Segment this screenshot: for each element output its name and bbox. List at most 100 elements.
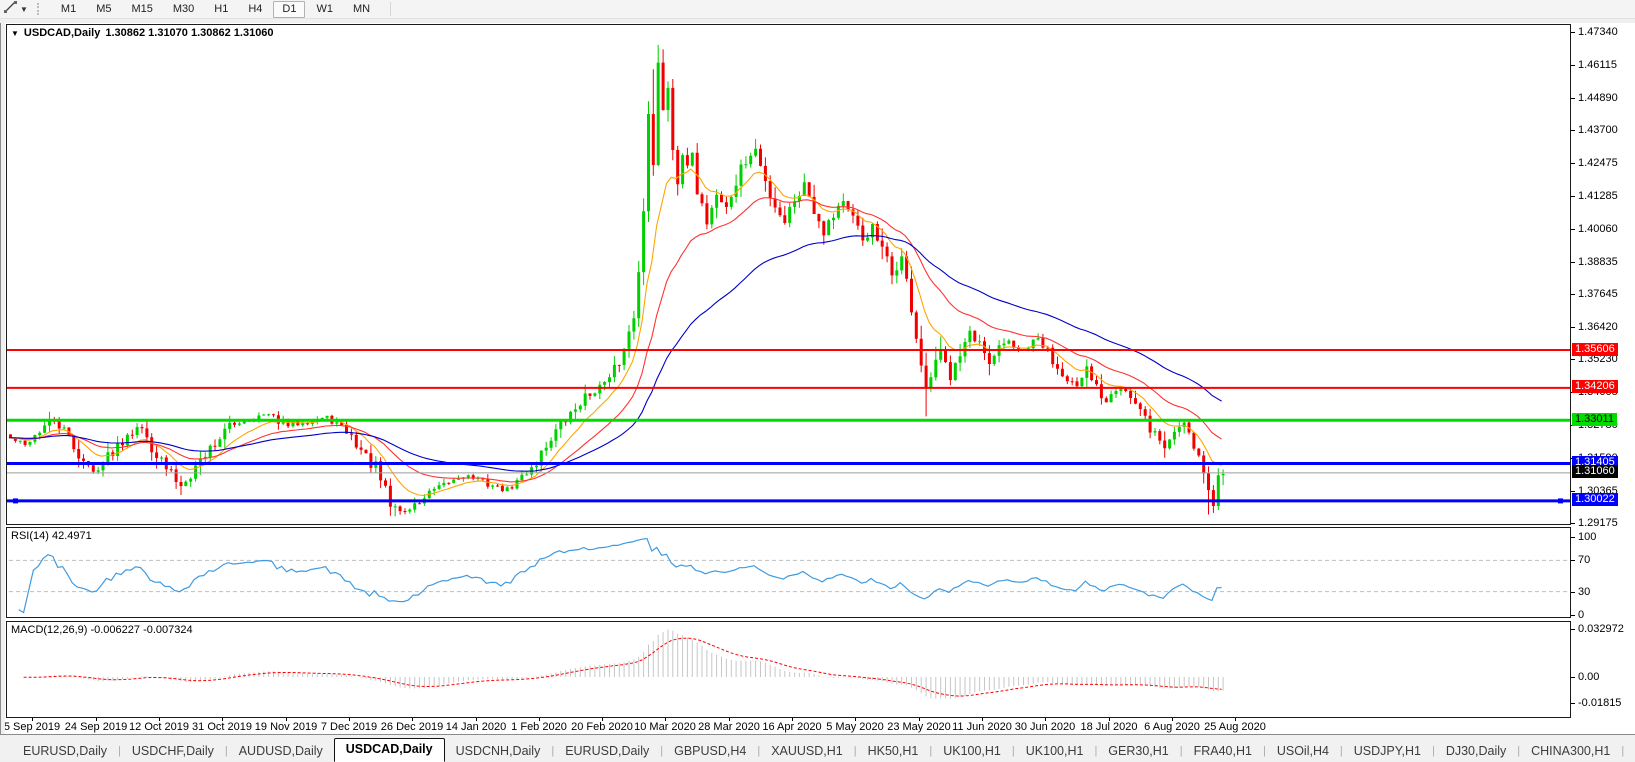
date-tick-label: 31 Oct 2019 [192, 721, 252, 733]
price-tick-label: -0.01815 [1578, 697, 1622, 709]
axis-tick-mark [1571, 359, 1575, 360]
price-tick-label: 100 [1578, 531, 1597, 543]
price-tick-label: 1.29175 [1578, 517, 1618, 529]
tab-separator: | [660, 745, 664, 757]
date-tick-label: 1 Feb 2020 [511, 721, 567, 733]
date-tick-mark [855, 718, 856, 721]
timeframe-button-W1[interactable]: W1 [316, 2, 333, 15]
macd-canvas[interactable] [7, 622, 1570, 717]
date-tick-label: 5 Sep 2019 [5, 721, 61, 733]
chart-tab-usdchf-daily[interactable]: USDCHF,Daily [131, 744, 214, 758]
date-tick-mark [729, 718, 730, 721]
chart-tab-gbpusd-h4[interactable]: GBPUSD,H4 [674, 744, 747, 758]
collapse-triangle-icon[interactable]: ▼ [11, 28, 19, 38]
date-tick-label: 11 Jun 2020 [952, 721, 1012, 733]
chart-symbol-period: USDCAD,Daily [23, 27, 101, 39]
date-tick-label: 16 Apr 2020 [762, 721, 822, 733]
rsi-line [18, 537, 1222, 614]
date-axis[interactable]: 5 Sep 2019 24 Sep 2019 12 Oct 2019 31 Oct 2… [5, 718, 1635, 734]
timeframe-button-D1[interactable]: D1 [273, 0, 306, 18]
axis-tick-mark [1571, 294, 1575, 295]
date-tick-mark [665, 718, 666, 721]
date-tick-mark [286, 718, 287, 721]
axis-tick-mark [1571, 615, 1575, 616]
chart-tab-hk50-h1[interactable]: HK50,H1 [867, 744, 919, 758]
price-lines-group [7, 349, 1570, 504]
chart-tab-ger30-h1[interactable]: GER30,H1 [1108, 744, 1169, 758]
price-chart-canvas[interactable] [7, 25, 1570, 524]
chart-tab-usoil-h1[interactable]: USOil,H1 [1624, 741, 1635, 761]
macd-label: MACD(12,26,9) -0.006227 -0.007324 [11, 624, 193, 636]
chart-tab-usdcnh-daily[interactable]: USDCNH,Daily [455, 744, 541, 758]
timeframe-button-M5[interactable]: M5 [96, 2, 112, 15]
price-axis[interactable]: 1.47340 1.46115 1.44890 1.43700 1.42475 1.412… [1571, 23, 1635, 734]
chart-tab-usdcad-daily[interactable]: USDCAD,Daily [333, 738, 445, 762]
date-tick-label: 26 Dec 2019 [380, 721, 444, 733]
date-tick-mark [222, 718, 223, 721]
price-tick-label: 1.38835 [1578, 256, 1618, 268]
date-tick-mark [159, 718, 160, 721]
timeframe-buttons: M1 M5 M15 M30 H1 H4 D1 W1 MN [51, 0, 380, 18]
price-line-label: 1.33011 [1572, 413, 1617, 426]
date-tick-mark [349, 718, 350, 721]
candles-group [9, 44, 1225, 517]
tab-separator: | [1262, 745, 1266, 757]
timeframe-button-H1[interactable]: H1 [214, 2, 229, 15]
timeframe-button-M1[interactable]: M1 [60, 2, 77, 15]
tab-separator: | [757, 745, 761, 757]
axis-tick-mark [1571, 629, 1575, 630]
drawing-tool-button[interactable]: ▼ [0, 0, 31, 19]
price-tick-label: 1.41285 [1578, 190, 1618, 202]
date-tick-label: 6 Aug 2020 [1144, 721, 1200, 733]
price-line-label: 1.35606 [1572, 343, 1618, 356]
chart-tab-dj30-daily[interactable]: DJ30,Daily [1445, 744, 1507, 758]
chart-tab-china300-h1[interactable]: CHINA300,H1 [1531, 744, 1611, 758]
axis-tick-mark [1571, 327, 1575, 328]
tab-separator: | [1179, 745, 1183, 757]
price-tick-label: 0 [1578, 609, 1585, 621]
window-left-edge [0, 23, 1, 734]
price-tick-label: 1.37645 [1578, 288, 1618, 300]
toolbar-grip[interactable] [36, 3, 43, 15]
chart-tab-uk100-h1[interactable]: UK100,H1 [1025, 744, 1084, 758]
tab-separator: | [1011, 745, 1015, 757]
date-tick-mark [982, 718, 983, 721]
chart-tab-uk100-h1[interactable]: UK100,H1 [943, 744, 1001, 758]
chart-tab-eurusd-daily[interactable]: EURUSD,Daily [565, 744, 650, 758]
timeframe-button-H4[interactable]: H4 [248, 2, 263, 15]
tab-separator: | [1339, 745, 1343, 757]
tab-separator: | [1517, 745, 1521, 757]
chart-tab-fra40-h1[interactable]: FRA40,H1 [1193, 744, 1252, 758]
chart-tab-xauusd-h1[interactable]: XAUUSD,H1 [771, 744, 843, 758]
macd-indicator-panel[interactable]: MACD(12,26,9) -0.006227 -0.007324 [6, 621, 1571, 718]
price-tick-label: 1.36420 [1578, 321, 1618, 333]
main-chart-panel[interactable]: ▼ USDCAD,Daily 1.30862 1.31070 1.30862 1… [6, 24, 1571, 525]
axis-tick-mark [1571, 537, 1575, 538]
chart-tab-audusd-daily[interactable]: AUDUSD,Daily [238, 744, 323, 758]
drawing-tool-icon [3, 0, 18, 19]
date-tick-mark [32, 718, 33, 721]
price-tick-label: 1.35230 [1578, 353, 1618, 365]
date-tick-mark [96, 718, 97, 721]
tab-separator: | [929, 745, 933, 757]
timeframe-button-M30[interactable]: M30 [172, 2, 195, 15]
timeframe-button-MN[interactable]: MN [352, 2, 371, 15]
price-tick-label: 0.00 [1578, 671, 1600, 683]
ma-slow-line [8, 235, 1222, 472]
tab-separator: | [1431, 745, 1435, 757]
timeframe-button-M15[interactable]: M15 [131, 2, 153, 15]
axis-tick-mark [1571, 677, 1575, 678]
axis-tick-mark [1571, 229, 1575, 230]
rsi-canvas[interactable] [7, 528, 1570, 617]
chart-tab-usdjpy-h1[interactable]: USDJPY,H1 [1353, 744, 1421, 758]
date-tick-label: 20 Feb 2020 [571, 721, 633, 733]
line-handle-right[interactable] [1558, 498, 1563, 504]
tab-separator: | [1094, 745, 1098, 757]
chart-tab-usoil-h4[interactable]: USOil,H4 [1276, 744, 1329, 758]
top-toolbar: ▼ M1 M5 M15 M30 H1 H4 D1 W1 MN [0, 0, 1635, 19]
rsi-indicator-panel[interactable]: RSI(14) 42.4971 [6, 527, 1571, 618]
price-tick-label: 1.46115 [1578, 59, 1617, 71]
chart-tab-eurusd-daily[interactable]: EURUSD,Daily [23, 744, 108, 758]
date-tick-label: 28 Mar 2020 [698, 721, 760, 733]
line-handle-left[interactable] [13, 498, 18, 504]
